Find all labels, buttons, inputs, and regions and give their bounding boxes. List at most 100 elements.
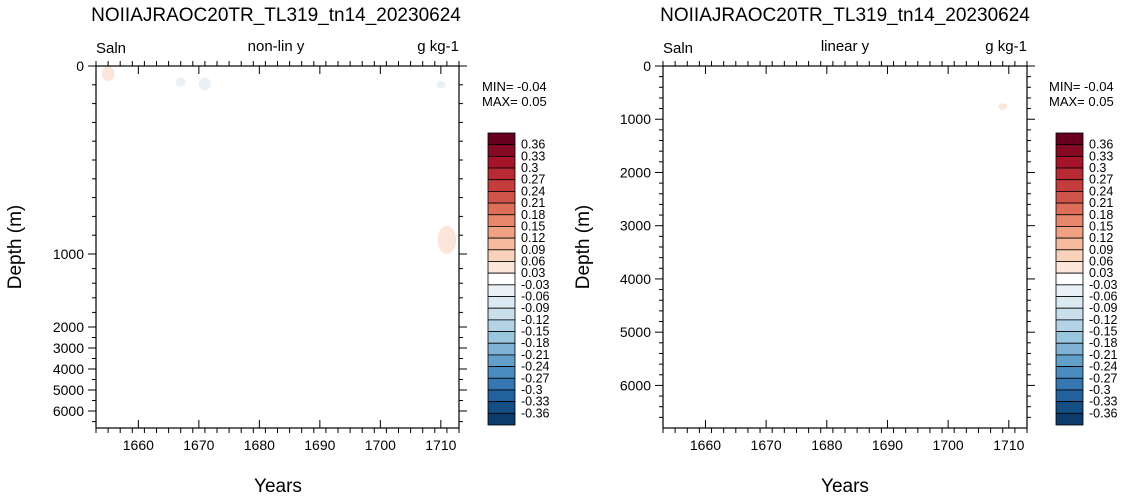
colorbar-box	[487, 272, 516, 286]
colorbar: 0.360.330.30.270.240.210.180.150.120.090…	[1055, 132, 1118, 426]
anomaly-region	[101, 66, 115, 82]
colorbar-label: 0.36	[521, 138, 545, 152]
colorbar-box	[1055, 226, 1084, 239]
colorbar-box	[487, 167, 516, 181]
units-label: g kg-1	[417, 38, 459, 55]
colorbar-box	[487, 190, 516, 204]
colorbar-label: 0.18	[521, 208, 545, 222]
colorbar-box	[1055, 237, 1084, 251]
colorbar-box	[1055, 319, 1084, 332]
colorbar-label: -0.06	[1089, 290, 1118, 304]
y-tick-label: 0	[643, 58, 651, 74]
colorbar-box	[487, 214, 516, 227]
colorbar-box	[1055, 249, 1084, 262]
colorbar-label: 0.06	[1089, 254, 1113, 268]
x-ticks: 1660 1670 1680 1690 1700 1710	[662, 61, 1028, 453]
colorbar-box	[487, 389, 516, 403]
colorbar-box	[1055, 132, 1084, 146]
colorbar-box	[1055, 167, 1084, 181]
colorbar-box	[1055, 389, 1084, 403]
colorbar-label: -0.21	[521, 348, 550, 362]
x-ticks: 1660 1670 1680 1690 1700 1710	[95, 61, 460, 453]
colorbar-box	[1055, 307, 1084, 321]
anomaly-region	[436, 81, 446, 89]
colorbar-box	[487, 261, 516, 274]
colorbar-box	[1055, 401, 1084, 414]
colorbar-label: 0.24	[1089, 184, 1113, 198]
min-text: MIN= -0.04	[482, 79, 547, 94]
y-tick-label: 4000	[53, 361, 84, 377]
colorbar-label: -0.06	[521, 290, 550, 304]
colorbar-label: 0.12	[521, 231, 545, 245]
max-text: MAX= 0.05	[1049, 94, 1114, 109]
colorbar-label: 0.15	[521, 219, 545, 233]
colorbar-box	[1055, 412, 1084, 426]
colorbar-box	[487, 342, 516, 356]
variable-label: Saln	[663, 40, 693, 57]
colorbar-box	[1055, 296, 1084, 309]
colorbar-label: 0.3	[1089, 161, 1106, 175]
colorbar-label: 0.12	[1089, 231, 1113, 245]
colorbar-label: -0.21	[1089, 348, 1118, 362]
colorbar-label: -0.3	[521, 383, 543, 397]
colorbar-box	[487, 249, 516, 262]
colorbar-box	[1055, 342, 1084, 356]
x-tick-label: 1680	[811, 437, 842, 453]
colorbar-box	[487, 155, 516, 169]
x-tick-label: 1660	[690, 437, 721, 453]
colorbar-label: -0.24	[1089, 360, 1118, 374]
colorbar-label: 0.24	[521, 184, 545, 198]
x-tick-label: 1660	[123, 437, 154, 453]
colorbar-box	[1055, 261, 1084, 274]
anomaly-region	[175, 77, 186, 87]
colorbar-box	[487, 307, 516, 321]
x-axis-label: Years	[254, 476, 302, 497]
colorbar-label: -0.36	[521, 406, 550, 420]
y-tick-label: 2000	[620, 164, 651, 180]
colorbar-label: 0.33	[1089, 149, 1113, 163]
colorbar-label: -0.18	[1089, 336, 1118, 350]
colorbar-label: -0.27	[1089, 371, 1118, 385]
colorbar-label: 0.33	[521, 149, 545, 163]
colorbar-box	[1055, 366, 1084, 379]
y-ticks: 0 1000 2000 3000 4000 5000 6000	[53, 58, 467, 423]
colorbar-box	[487, 331, 516, 344]
anomaly-region	[198, 77, 211, 91]
anomaly-region	[998, 103, 1008, 110]
colorbar-box	[487, 237, 516, 251]
colorbar-label: -0.18	[521, 336, 550, 350]
y-tick-label: 5000	[620, 324, 651, 340]
colorbar-box	[487, 319, 516, 332]
chart-title: NOIIAJRAOC20TR_TL319_tn14_20230624	[91, 5, 461, 26]
colorbar-label: 0.36	[1089, 138, 1113, 152]
colorbar-box	[487, 202, 516, 216]
colorbar-box	[487, 412, 516, 426]
y-tick-label: 3000	[620, 218, 651, 234]
colorbar-label: 0.21	[1089, 196, 1113, 210]
colorbar-box	[487, 354, 516, 368]
y-tick-label: 4000	[620, 271, 651, 287]
y-tick-label: 3000	[53, 340, 84, 356]
plot-frame	[95, 65, 460, 429]
colorbar-label: -0.12	[521, 313, 550, 327]
y-ticks: 0 1000 2000 3000 4000 5000 6000	[620, 58, 1035, 418]
colorbar-label: 0.3	[521, 161, 538, 175]
colorbar-label: -0.15	[521, 325, 550, 339]
colorbar-label: -0.3	[1089, 383, 1111, 397]
colorbar-label: -0.36	[1089, 406, 1118, 420]
min-text: MIN= -0.04	[1049, 79, 1114, 94]
x-tick-label: 1710	[993, 437, 1024, 453]
y-tick-label: 6000	[53, 403, 84, 419]
y-axis-label: Depth (m)	[573, 205, 594, 289]
colorbar-label: 0.21	[521, 196, 545, 210]
colorbar-label: 0.03	[521, 266, 545, 280]
colorbar-box	[1055, 377, 1084, 391]
colorbar-label: -0.12	[1089, 313, 1118, 327]
x-tick-label: 1670	[183, 437, 214, 453]
x-tick-label: 1680	[244, 437, 275, 453]
x-axis-label: Years	[821, 476, 869, 497]
data-features	[998, 103, 1008, 110]
colorbar-box	[487, 144, 516, 157]
x-tick-label: 1710	[425, 437, 456, 453]
colorbar-label: -0.03	[521, 278, 550, 292]
